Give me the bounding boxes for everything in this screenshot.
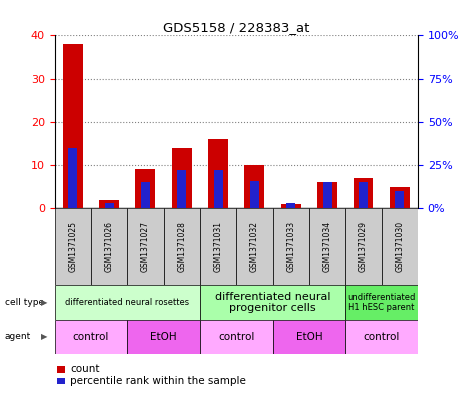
Bar	[281, 204, 301, 208]
Bar	[395, 191, 404, 208]
Bar	[245, 165, 265, 208]
FancyBboxPatch shape	[200, 285, 345, 320]
Text: GSM1371025: GSM1371025	[68, 221, 77, 272]
FancyBboxPatch shape	[127, 208, 163, 285]
Bar	[172, 148, 192, 208]
Text: GSM1371034: GSM1371034	[323, 221, 332, 272]
FancyBboxPatch shape	[163, 208, 200, 285]
Bar	[68, 148, 77, 208]
FancyBboxPatch shape	[200, 320, 273, 354]
Text: control: control	[218, 332, 255, 342]
Text: GSM1371029: GSM1371029	[359, 221, 368, 272]
Bar	[214, 170, 223, 208]
Bar	[177, 170, 186, 208]
Title: GDS5158 / 228383_at: GDS5158 / 228383_at	[163, 21, 310, 34]
Bar	[208, 139, 228, 208]
FancyBboxPatch shape	[381, 208, 418, 285]
FancyBboxPatch shape	[200, 208, 237, 285]
FancyBboxPatch shape	[127, 320, 200, 354]
Text: GSM1371033: GSM1371033	[286, 221, 295, 272]
Bar	[286, 203, 295, 208]
Text: ▶: ▶	[41, 298, 48, 307]
FancyBboxPatch shape	[91, 208, 127, 285]
FancyBboxPatch shape	[55, 320, 127, 354]
Text: agent: agent	[5, 332, 31, 342]
Bar	[99, 200, 119, 208]
Bar	[104, 203, 114, 208]
Text: GSM1371026: GSM1371026	[104, 221, 114, 272]
Text: GSM1371031: GSM1371031	[214, 221, 223, 272]
Bar	[359, 182, 368, 208]
Text: EtOH: EtOH	[150, 332, 177, 342]
Bar	[141, 182, 150, 208]
Bar	[250, 181, 259, 208]
FancyBboxPatch shape	[273, 320, 345, 354]
FancyBboxPatch shape	[309, 208, 345, 285]
Bar	[390, 187, 410, 208]
Bar	[323, 182, 332, 208]
FancyBboxPatch shape	[345, 208, 381, 285]
Bar	[353, 178, 373, 208]
Bar	[135, 169, 155, 208]
Text: control: control	[73, 332, 109, 342]
Bar	[317, 182, 337, 208]
Text: EtOH: EtOH	[295, 332, 323, 342]
Text: control: control	[363, 332, 400, 342]
Text: undifferentiated
H1 hESC parent: undifferentiated H1 hESC parent	[348, 293, 416, 312]
Text: differentiated neural rosettes: differentiated neural rosettes	[65, 298, 190, 307]
FancyBboxPatch shape	[55, 285, 200, 320]
FancyBboxPatch shape	[345, 285, 418, 320]
Text: percentile rank within the sample: percentile rank within the sample	[70, 376, 246, 386]
Text: ▶: ▶	[41, 332, 48, 342]
Text: GSM1371032: GSM1371032	[250, 221, 259, 272]
FancyBboxPatch shape	[273, 208, 309, 285]
Text: GSM1371030: GSM1371030	[395, 221, 404, 272]
Text: GSM1371028: GSM1371028	[177, 221, 186, 272]
FancyBboxPatch shape	[237, 208, 273, 285]
Text: cell type: cell type	[5, 298, 44, 307]
Bar	[63, 44, 83, 208]
Text: count: count	[70, 364, 100, 375]
Text: differentiated neural
progenitor cells: differentiated neural progenitor cells	[215, 292, 331, 313]
FancyBboxPatch shape	[345, 320, 418, 354]
Text: GSM1371027: GSM1371027	[141, 221, 150, 272]
FancyBboxPatch shape	[55, 208, 91, 285]
